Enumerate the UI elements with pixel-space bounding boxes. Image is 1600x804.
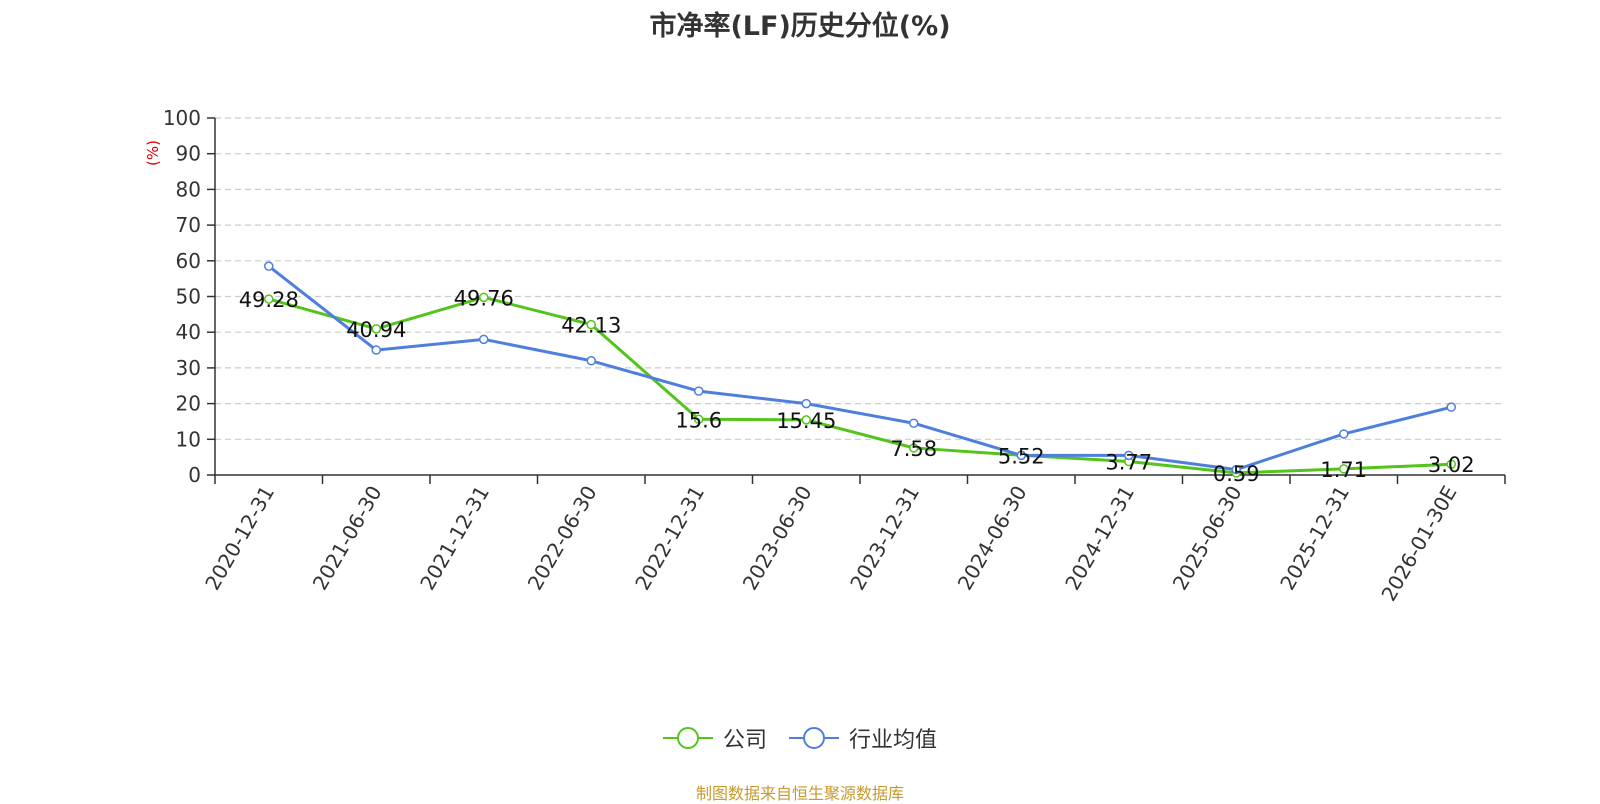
data-point-industry-average xyxy=(1339,429,1349,439)
x-tick-label: 2022-12-31 xyxy=(630,482,709,595)
data-point-industry-average xyxy=(1016,450,1026,461)
data-point-industry-average xyxy=(801,398,811,409)
legend-label-company: 公司 xyxy=(722,728,767,753)
y-tick-label: 30 xyxy=(176,356,201,380)
data-point-company xyxy=(586,319,596,330)
data-point-industry-average xyxy=(694,386,704,396)
y-tick-label: 50 xyxy=(176,285,201,309)
data-label-company: 49.28 xyxy=(239,288,299,312)
data-label-company: 0.59 xyxy=(1213,462,1260,486)
data-label-company: 1.71 xyxy=(1320,458,1367,482)
data-point-industry-average xyxy=(586,356,596,366)
y-tick-label: 90 xyxy=(176,142,201,166)
data-label-company: 5.52 xyxy=(998,444,1045,468)
data-point-company xyxy=(909,443,919,453)
y-tick-label: 70 xyxy=(176,213,201,237)
legend-label-industry-average: 行业均值 xyxy=(849,728,938,753)
y-tick-label: 20 xyxy=(176,392,201,416)
x-tick-label: 2022-06-30 xyxy=(523,482,602,595)
legend-marker-company xyxy=(662,727,713,749)
data-point-company xyxy=(371,324,381,334)
data-point-company xyxy=(264,294,274,304)
series-line-company xyxy=(268,295,1452,475)
series-line-industry-average xyxy=(267,264,1452,472)
x-tick-label: 2021-06-30 xyxy=(308,482,387,595)
data-point-industry-average xyxy=(264,261,274,271)
data-point-company xyxy=(801,415,811,425)
data-point-industry-average xyxy=(1231,464,1241,475)
data-label-company: 3.02 xyxy=(1428,453,1475,477)
data-source-note: 制图数据来自恒生聚源数据库 xyxy=(695,784,904,803)
y-tick-label: 100 xyxy=(163,106,201,130)
data-label-company: 7.58 xyxy=(890,437,937,461)
data-label-company: 40.94 xyxy=(346,318,406,342)
data-point-industry-average xyxy=(479,334,489,345)
x-tick-label: 2025-12-31 xyxy=(1275,482,1354,595)
data-point-industry-average xyxy=(909,418,919,428)
data-point-industry-average xyxy=(1124,450,1134,461)
data-point-industry-average xyxy=(1446,402,1456,412)
legend-marker-industry-average xyxy=(789,727,839,749)
y-tick-label: 10 xyxy=(176,427,201,451)
data-label-company: 15.6 xyxy=(675,408,722,432)
x-tick-label: 2024-12-31 xyxy=(1060,482,1139,595)
legend: 公司 行业均值 xyxy=(0,722,1600,754)
x-tick-label: 2026-01-30E xyxy=(1376,482,1461,606)
legend-item-company[interactable]: 公司 xyxy=(662,722,767,754)
x-tick-label: 2023-06-30 xyxy=(738,482,817,595)
data-point-company xyxy=(1446,459,1456,469)
data-point-company xyxy=(479,292,489,303)
data-label-company: 49.76 xyxy=(454,286,514,310)
data-point-company xyxy=(1339,464,1349,474)
y-tick-label: 0 xyxy=(188,463,201,487)
x-tick-label: 2025-06-30 xyxy=(1168,482,1247,595)
x-tick-label: 2020-12-31 xyxy=(200,482,279,595)
data-label-company: 42.13 xyxy=(561,314,621,338)
legend-item-industry-average[interactable]: 行业均值 xyxy=(789,722,937,754)
x-tick-label: 2024-06-30 xyxy=(953,482,1032,595)
data-label-company: 3.77 xyxy=(1105,451,1152,475)
y-axis-label: (%) xyxy=(144,140,162,166)
x-tick-label: 2023-12-31 xyxy=(845,482,924,595)
data-point-industry-average xyxy=(371,345,381,355)
y-tick-label: 40 xyxy=(176,320,201,344)
y-tick-label: 60 xyxy=(176,249,201,273)
x-tick-label: 2021-12-31 xyxy=(415,482,494,595)
data-point-company xyxy=(694,414,704,425)
data-label-company: 15.45 xyxy=(776,409,836,433)
chart-title: 市净率(LF)历史分位(%) xyxy=(649,11,951,42)
y-tick-label: 80 xyxy=(176,177,201,201)
